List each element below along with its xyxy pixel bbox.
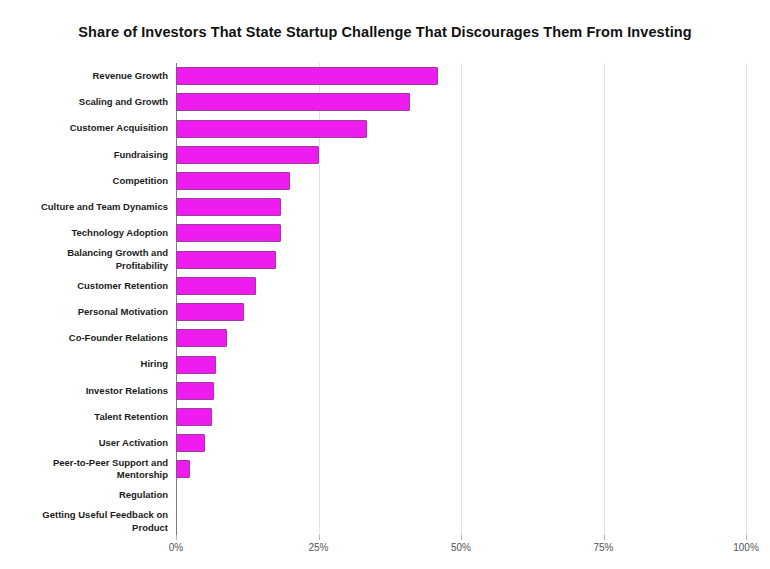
chart-row: Hiring	[36, 351, 746, 377]
bar-track	[176, 378, 746, 404]
chart-page: Share of Investors That State Startup Ch…	[0, 0, 770, 569]
category-label: Personal Motivation	[36, 306, 176, 318]
bar	[176, 460, 190, 478]
bar-track	[176, 115, 746, 141]
chart-title: Share of Investors That State Startup Ch…	[0, 24, 770, 40]
category-label: Fundraising	[36, 149, 176, 161]
bar-track	[176, 273, 746, 299]
bar-track	[176, 404, 746, 430]
category-label: Balancing Growth and Profitability	[36, 247, 176, 272]
bar-track	[176, 509, 746, 535]
chart-row: Technology Adoption	[36, 220, 746, 246]
chart-row: Revenue Growth	[36, 63, 746, 89]
category-label: Revenue Growth	[36, 70, 176, 82]
chart-row: Customer Retention	[36, 273, 746, 299]
bar	[176, 251, 276, 269]
x-tick-label: 75%	[593, 542, 613, 553]
bar-chart: Revenue Growth Scaling and Growth Customer…	[36, 63, 746, 561]
chart-row: Getting Useful Feedback on Product	[36, 509, 746, 535]
chart-row: Talent Retention	[36, 404, 746, 430]
chart-row: User Activation	[36, 430, 746, 456]
bar	[176, 356, 216, 374]
category-label: Customer Retention	[36, 280, 176, 292]
gridline	[746, 63, 747, 535]
bar-track	[176, 63, 746, 89]
category-label: Competition	[36, 175, 176, 187]
category-label: Technology Adoption	[36, 227, 176, 239]
chart-row: Balancing Growth and Profitability	[36, 247, 746, 273]
bar-track	[176, 325, 746, 351]
bar-track	[176, 483, 746, 509]
category-label: Customer Acquisition	[36, 122, 176, 134]
category-label: User Activation	[36, 437, 176, 449]
chart-row: Personal Motivation	[36, 299, 746, 325]
x-tick-label: 0%	[169, 542, 183, 553]
category-label: Co-Founder Relations	[36, 332, 176, 344]
chart-row: Scaling and Growth	[36, 89, 746, 115]
category-label: Talent Retention	[36, 411, 176, 423]
bar-rows: Revenue Growth Scaling and Growth Customer…	[36, 63, 746, 535]
x-tick-mark	[461, 535, 462, 540]
chart-row: Co-Founder Relations	[36, 325, 746, 351]
chart-row: Investor Relations	[36, 378, 746, 404]
category-label: Culture and Team Dynamics	[36, 201, 176, 213]
x-tick-label: 100%	[733, 542, 759, 553]
category-label: Regulation	[36, 489, 176, 501]
bar-track	[176, 430, 746, 456]
bar-track	[176, 299, 746, 325]
bar-track	[176, 142, 746, 168]
chart-row: Competition	[36, 168, 746, 194]
bar	[176, 224, 281, 242]
chart-row: Customer Acquisition	[36, 115, 746, 141]
bar	[176, 434, 205, 452]
category-label: Investor Relations	[36, 385, 176, 397]
bar	[176, 198, 281, 216]
category-label: Getting Useful Feedback on Product	[36, 509, 176, 534]
category-label: Peer-to-Peer Support and Mentorship	[36, 457, 176, 482]
x-tick-mark	[176, 535, 177, 540]
bar	[176, 303, 244, 321]
category-label: Hiring	[36, 358, 176, 370]
chart-row: Peer-to-Peer Support and Mentorship	[36, 456, 746, 482]
x-tick-label: 50%	[451, 542, 471, 553]
x-tick-mark	[746, 535, 747, 540]
bar-track	[176, 247, 746, 273]
chart-row: Culture and Team Dynamics	[36, 194, 746, 220]
bar	[176, 329, 227, 347]
bar	[176, 93, 410, 111]
bar	[176, 172, 290, 190]
bar-track	[176, 168, 746, 194]
x-axis: 0%25%50%75%100%	[176, 535, 746, 561]
bar	[176, 120, 367, 138]
bar	[176, 277, 256, 295]
x-tick-mark	[604, 535, 605, 540]
bar-track	[176, 351, 746, 377]
chart-row: Fundraising	[36, 142, 746, 168]
bar	[176, 382, 214, 400]
bar-track	[176, 220, 746, 246]
x-tick-mark	[319, 535, 320, 540]
bar-track	[176, 89, 746, 115]
bar-track	[176, 194, 746, 220]
category-label: Scaling and Growth	[36, 96, 176, 108]
bar	[176, 146, 319, 164]
bar	[176, 408, 212, 426]
x-tick-label: 25%	[308, 542, 328, 553]
chart-row: Regulation	[36, 483, 746, 509]
bar-track	[176, 456, 746, 482]
bar	[176, 67, 438, 85]
